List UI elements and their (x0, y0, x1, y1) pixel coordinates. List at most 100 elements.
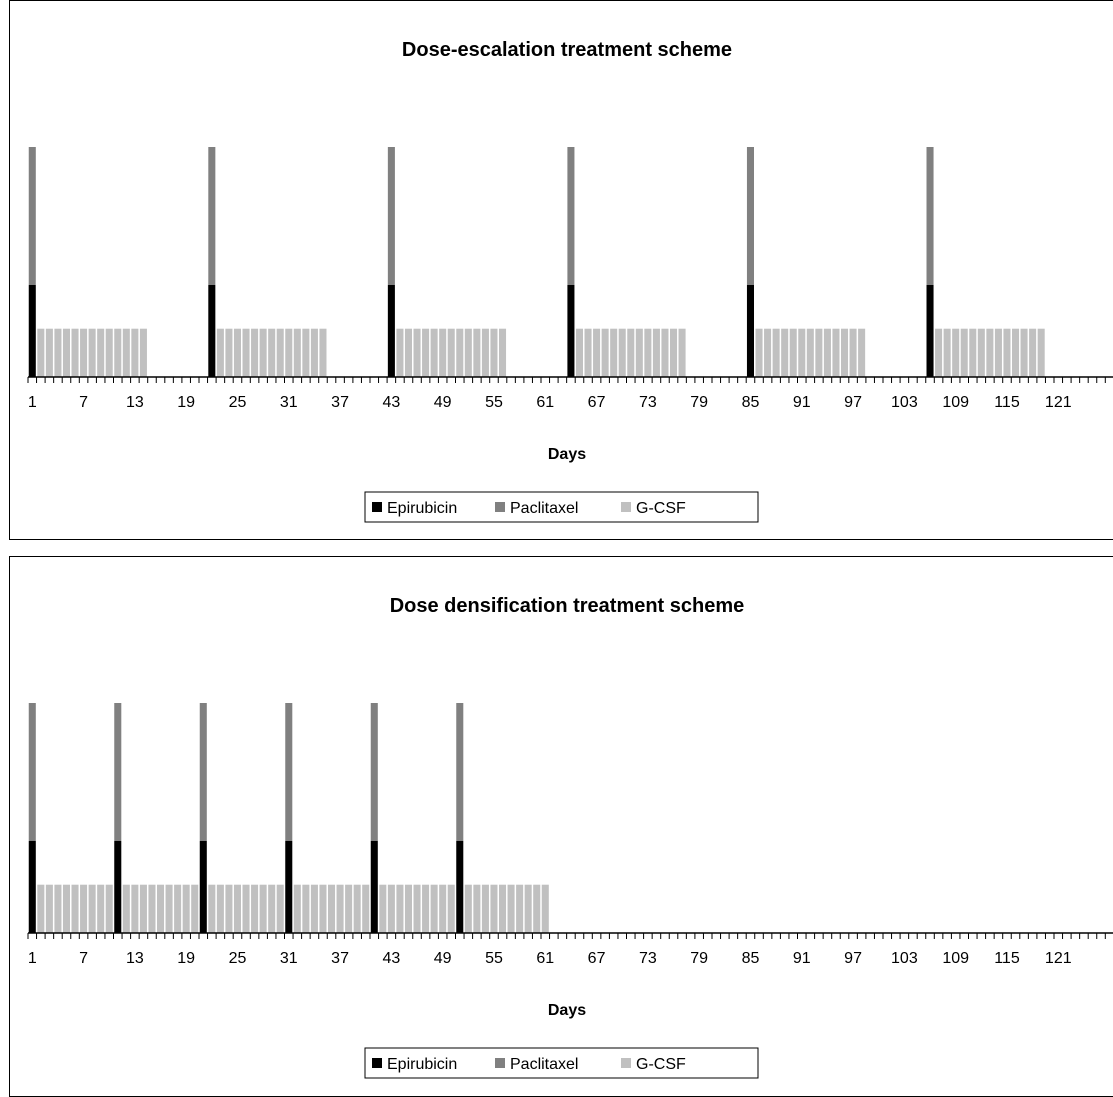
x-tick-label: 97 (844, 394, 862, 411)
bar-gcsf-day-86 (755, 328, 763, 377)
x-tick-label: 67 (588, 950, 606, 967)
x-axis: 1 7 13 19 25 31 37 43 49 55 61 67 73 79 85 91 97 103 109 11… (27, 932, 1113, 967)
bar-gcsf-day-3 (45, 884, 53, 933)
legend-label-g-csf: G-CSF (636, 1056, 686, 1073)
bar-gcsf-day-28 (259, 884, 267, 933)
bar-gcsf-day-54 (481, 884, 489, 933)
bar-gcsf-day-43 (387, 884, 395, 933)
bar-gcsf-day-22 (208, 884, 216, 933)
bar-gcsf-day-24 (225, 884, 233, 933)
legend-swatch-paclitaxel (495, 1058, 505, 1068)
bar-gcsf-day-27 (251, 884, 259, 933)
bar-gcsf-day-17 (165, 884, 173, 933)
x-tick-label: 85 (742, 950, 760, 967)
bar-gcsf-day-48 (430, 328, 438, 377)
bar-gcsf-day-15 (148, 884, 156, 933)
bar-epirubicin-day-64 (567, 285, 575, 377)
bar-gcsf-day-4 (54, 328, 62, 377)
bar-gcsf-day-33 (302, 884, 310, 933)
bar-gcsf-day-50 (447, 884, 455, 933)
bar-gcsf-day-33 (302, 328, 310, 377)
bar-gcsf-day-76 (670, 328, 678, 377)
bar-paclitaxel-day-51 (456, 703, 464, 841)
bar-gcsf-day-72 (635, 328, 643, 377)
legend: Epirubicin Paclitaxel G-CSF (364, 1047, 759, 1079)
bar-gcsf-day-16 (157, 884, 165, 933)
bar-gcsf-day-34 (310, 328, 318, 377)
bar-gcsf-day-25 (233, 328, 241, 377)
bar-gcsf-day-32 (293, 884, 301, 933)
bar-gcsf-day-39 (353, 884, 361, 933)
bar-gcsf-day-93 (815, 328, 823, 377)
x-tick-label: 31 (280, 950, 298, 967)
x-tick-label: 31 (280, 394, 298, 411)
bar-gcsf-day-48 (430, 884, 438, 933)
legend-box (364, 491, 759, 523)
bar-gcsf-day-109 (952, 328, 960, 377)
x-tick-label: 109 (942, 950, 969, 967)
bar-gcsf-day-30 (276, 328, 284, 377)
bar-gcsf-day-55 (490, 884, 498, 933)
bar-gcsf-day-74 (652, 328, 660, 377)
bar-gcsf-day-47 (422, 328, 430, 377)
x-tick-label: 103 (891, 950, 918, 967)
bar-gcsf-day-51 (456, 328, 464, 377)
x-tick-label: 25 (229, 950, 247, 967)
x-tick-label: 121 (1045, 394, 1072, 411)
bar-gcsf-day-95 (832, 328, 840, 377)
bar-epirubicin-day-1 (28, 841, 36, 933)
x-tick-label: 7 (79, 394, 88, 411)
legend-swatch-epirubicin (372, 502, 382, 512)
bar-gcsf-day-119 (1037, 328, 1045, 377)
bar-gcsf-day-42 (379, 884, 387, 933)
x-tick-label: 1 (28, 394, 37, 411)
bar-gcsf-day-88 (772, 328, 780, 377)
bar-gcsf-day-4 (54, 884, 62, 933)
bar-epirubicin-day-85 (746, 285, 754, 377)
x-tick-label: 19 (177, 394, 195, 411)
bar-gcsf-day-27 (251, 328, 259, 377)
bar-paclitaxel-day-41 (370, 703, 378, 841)
chart-panel-densification: Dose densification treatment scheme 1 7 13… (9, 556, 1113, 1097)
bar-gcsf-day-7 (80, 884, 88, 933)
bar-gcsf-day-65 (575, 328, 583, 377)
bar-epirubicin-day-41 (370, 841, 378, 933)
bar-epirubicin-day-21 (199, 841, 207, 933)
bar-epirubicin-day-1 (28, 285, 36, 377)
bar-gcsf-day-60 (533, 884, 541, 933)
bar-gcsf-day-5 (62, 328, 70, 377)
chart-escalation: Dose-escalation treatment scheme 1 7 13 19 2… (27, 39, 1113, 523)
bar-gcsf-day-68 (601, 328, 609, 377)
bar-gcsf-day-2 (37, 884, 45, 933)
legend-swatch-g-csf (621, 502, 631, 512)
bar-gcsf-day-66 (584, 328, 592, 377)
bar-gcsf-day-45 (404, 328, 412, 377)
bar-gcsf-day-37 (336, 884, 344, 933)
bar-paclitaxel-day-1 (28, 147, 36, 285)
x-tick-label: 55 (485, 950, 503, 967)
bar-gcsf-day-44 (396, 884, 404, 933)
bar-gcsf-day-9 (97, 328, 105, 377)
bar-gcsf-day-75 (661, 328, 669, 377)
bar-gcsf-day-50 (447, 328, 455, 377)
bar-gcsf-day-31 (285, 328, 293, 377)
bar-paclitaxel-day-85 (746, 147, 754, 285)
x-tick-label: 85 (742, 394, 760, 411)
x-tick-label: 115 (994, 394, 1020, 411)
bar-gcsf-day-59 (524, 884, 532, 933)
bar-epirubicin-day-51 (456, 841, 464, 933)
bar-gcsf-day-52 (464, 328, 472, 377)
bar-gcsf-day-71 (627, 328, 635, 377)
bar-gcsf-day-10 (105, 328, 113, 377)
bar-gcsf-day-9 (97, 884, 105, 933)
bar-gcsf-day-113 (986, 328, 994, 377)
bar-gcsf-day-29 (268, 884, 276, 933)
bar-gcsf-day-46 (413, 328, 421, 377)
x-tick-label: 13 (126, 394, 144, 411)
bar-gcsf-day-52 (464, 884, 472, 933)
bar-gcsf-day-30 (276, 884, 284, 933)
bar-gcsf-day-57 (507, 884, 515, 933)
x-axis-title: Days (548, 446, 586, 463)
bar-gcsf-day-49 (439, 884, 447, 933)
legend: Epirubicin Paclitaxel G-CSF (364, 491, 759, 523)
